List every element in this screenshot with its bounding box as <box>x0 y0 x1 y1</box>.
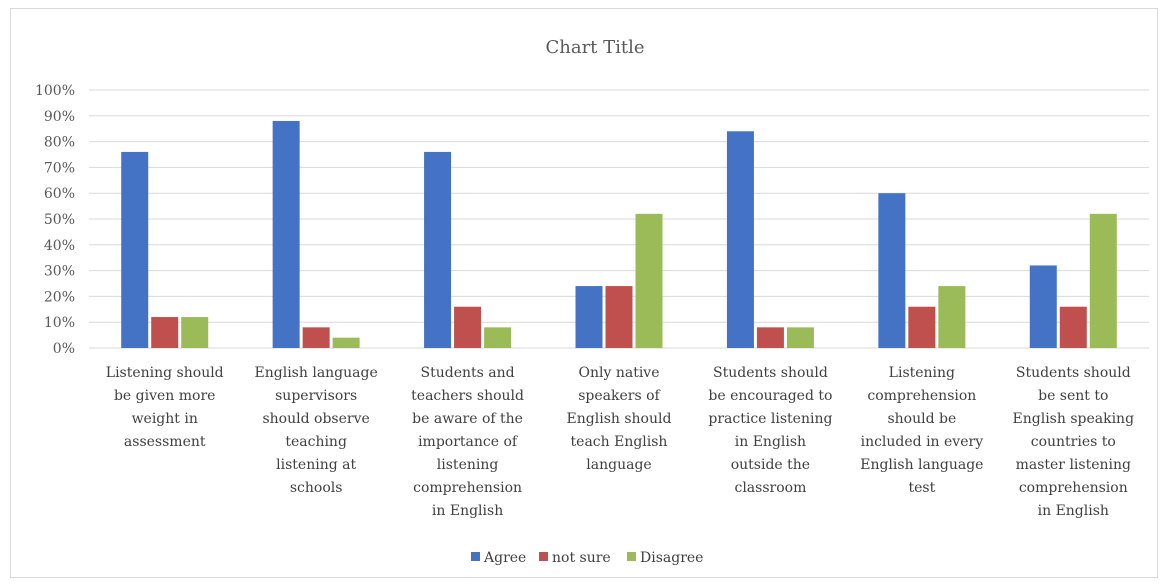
x-category-label-line: be sent to <box>1038 388 1108 404</box>
bar-disagree <box>484 327 512 348</box>
x-category-label-line: schools <box>290 480 343 496</box>
bar-disagree <box>635 213 663 348</box>
x-category-label-line: be given more <box>114 388 215 404</box>
y-tick-label: 40% <box>44 238 75 254</box>
x-category-label-line: should be <box>887 411 956 427</box>
x-category-label: Only native speakers of English should teac… <box>567 365 672 473</box>
x-category-label-line: listening <box>437 457 499 473</box>
legend: Agree not sure Disagree <box>471 550 703 566</box>
x-category-label-line: included in every <box>861 434 984 450</box>
bar-disagree <box>938 286 966 348</box>
bar-disagree <box>332 337 360 348</box>
x-category-label-line: Listening <box>889 365 955 381</box>
x-category-label-line: Only native <box>579 365 660 381</box>
x-category-label-line: speakers of <box>578 388 661 404</box>
bar-not-sure <box>908 306 936 348</box>
x-category-label-line: weight in <box>132 411 198 427</box>
x-category-label-line: importance of <box>418 434 519 450</box>
y-axis-tick-labels: 0% 10% 20% 30% 40% 50% 60% 70% 80% 90% 100% <box>35 83 75 357</box>
bar-not-sure <box>454 306 482 348</box>
legend-swatch-agree <box>471 552 480 561</box>
chart-title: Chart Title <box>545 37 644 58</box>
y-tick-label: 90% <box>44 109 75 125</box>
bar-disagree <box>1089 213 1117 348</box>
x-category-label-line: master listening <box>1016 457 1131 473</box>
x-category-label-line: classroom <box>734 480 806 496</box>
x-category-label-line: English language <box>860 457 983 473</box>
bar-agree <box>726 131 754 348</box>
x-category-label: Students should be sent to English speakin… <box>1013 365 1135 519</box>
x-category-label-line: Students should <box>713 365 828 381</box>
bar-agree <box>424 151 452 348</box>
x-category-label-line: be aware of the <box>412 411 523 427</box>
bar-not-sure <box>1059 306 1087 348</box>
x-category-label-line: comprehension <box>867 388 976 404</box>
x-category-label: Students should be encouraged to practice … <box>708 365 832 496</box>
y-tick-label: 0% <box>53 341 75 357</box>
legend-label: Agree <box>483 550 526 566</box>
y-tick-label: 70% <box>44 160 75 176</box>
x-category-label-line: teaching <box>285 434 347 450</box>
bar-agree <box>121 151 149 348</box>
x-category-label-line: in English <box>432 503 503 519</box>
bar-agree <box>575 286 603 348</box>
bar-disagree <box>786 327 814 348</box>
y-tick-label: 20% <box>44 289 75 305</box>
x-category-label-line: comprehension <box>1019 480 1128 496</box>
x-category-label-line: should observe <box>262 411 369 427</box>
x-category-label: Listening should be given more weight in as… <box>106 365 224 450</box>
y-tick-label: 50% <box>44 212 75 228</box>
x-category-label-line: teach English <box>571 434 668 450</box>
x-category-label-line: comprehension <box>413 480 522 496</box>
x-category-label-line: listening at <box>276 457 356 473</box>
x-category-label: Listening comprehension should be included … <box>860 365 983 496</box>
x-category-label-line: Listening should <box>106 365 224 381</box>
bar-chart: Chart Title 0% 10% 20% 30% 40% 50% 60% 70% 80% 90… <box>35 37 1149 566</box>
x-category-label: Students and teachers should be aware of t… <box>411 365 524 519</box>
legend-label: Disagree <box>640 550 703 566</box>
legend-label: not sure <box>552 550 611 566</box>
y-tick-label: 10% <box>44 315 75 331</box>
x-category-label-line: English speaking <box>1013 411 1135 427</box>
bar-not-sure <box>302 327 330 348</box>
x-category-label-line: countries to <box>1031 434 1116 450</box>
bar-not-sure <box>756 327 784 348</box>
x-category-label-line: be encouraged to <box>708 388 832 404</box>
bar-disagree <box>181 317 209 348</box>
x-category-label-line: in English <box>735 434 806 450</box>
bar-agree <box>878 193 906 348</box>
gridlines <box>89 89 1149 349</box>
x-axis-category-labels: Listening should be given more weight in as… <box>106 365 1134 519</box>
x-category-label-line: Students and <box>421 365 515 381</box>
x-category-label-line: English language <box>255 365 378 381</box>
x-category-label-line: outside the <box>731 457 810 473</box>
x-category-label-line: supervisors <box>275 388 357 404</box>
bar-not-sure <box>605 286 633 348</box>
x-category-label: English language supervisors should observ… <box>255 365 378 496</box>
x-category-label-line: assessment <box>124 434 206 450</box>
legend-swatch-not-sure <box>539 552 548 561</box>
x-category-label-line: test <box>908 480 935 496</box>
x-category-label-line: teachers should <box>411 388 524 404</box>
x-category-label-line: Students should <box>1016 365 1131 381</box>
x-category-label-line: practice listening <box>708 411 832 427</box>
legend-swatch-disagree <box>627 552 636 561</box>
bar-agree <box>272 120 300 349</box>
y-tick-label: 100% <box>35 83 75 99</box>
bar-agree <box>1029 265 1057 348</box>
bar-not-sure <box>151 317 179 348</box>
y-tick-label: 30% <box>44 264 75 280</box>
bars <box>121 120 1117 349</box>
x-category-label-line: English should <box>567 411 672 427</box>
x-category-label-line: language <box>586 457 651 473</box>
y-tick-label: 80% <box>44 135 75 151</box>
x-category-label-line: in English <box>1038 503 1109 519</box>
y-tick-label: 60% <box>44 186 75 202</box>
chart-frame: Chart Title 0% 10% 20% 30% 40% 50% 60% 70% 80% 90… <box>10 8 1158 578</box>
